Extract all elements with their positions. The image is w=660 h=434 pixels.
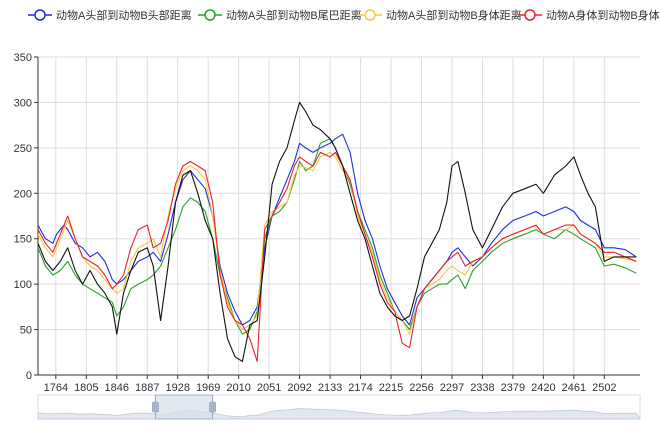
x-tick-label: 2420	[531, 382, 555, 394]
x-tick-label: 2092	[287, 382, 311, 394]
legend[interactable]: 动物A头部到动物B头部距离 动物A头部到动物B尾巴距离 动物A头部到动物B身体距离 动…	[28, 8, 660, 22]
y-tick-label: 0	[26, 370, 32, 382]
x-tick-label: 2051	[257, 382, 281, 394]
legend-item-2[interactable]: 动物A头部到动物B身体距离	[358, 8, 522, 22]
x-tick-label: 2502	[592, 382, 616, 394]
x-tick-label: 1969	[196, 382, 220, 394]
legend-marker-icon	[524, 9, 536, 21]
grid-lines	[38, 56, 640, 376]
x-tick-label: 2215	[379, 382, 403, 394]
y-tick-label: 100	[14, 279, 32, 291]
x-tick-label: 2461	[562, 382, 586, 394]
legend-label: 动物A头部到动物B身体距离	[386, 8, 522, 22]
y-axis: 0 50 100 150 200 250 300 350	[14, 52, 39, 382]
legend-item-0[interactable]: 动物A头部到动物B头部距离	[28, 8, 192, 22]
x-tick-label: 2256	[409, 382, 433, 394]
series-line-2	[38, 151, 637, 335]
y-tick-label: 300	[14, 97, 32, 109]
data-zoom-slider[interactable]	[37, 394, 641, 420]
series-line-4	[38, 101, 637, 362]
zoom-handle-right[interactable]	[209, 395, 216, 419]
legend-marker-icon	[204, 9, 216, 21]
x-tick-label: 2010	[226, 382, 250, 394]
x-tick-label: 1805	[74, 382, 98, 394]
plot-area	[38, 101, 637, 362]
y-tick-label: 350	[14, 52, 32, 64]
legend-label: 动物A头部到动物B尾巴距离	[226, 8, 362, 22]
y-tick-label: 250	[14, 143, 32, 155]
x-tick-label: 2174	[348, 382, 372, 394]
zoom-handle-left[interactable]	[152, 395, 159, 419]
x-tick-label: 2338	[470, 382, 494, 394]
zoom-window[interactable]	[154, 394, 213, 420]
legend-marker-icon	[34, 9, 46, 21]
x-tick-label: 1887	[135, 382, 159, 394]
y-tick-label: 50	[20, 325, 32, 337]
series-line-1	[38, 138, 637, 335]
legend-label: 动物A身体到动物B身体距离	[546, 8, 660, 22]
legend-marker-icon	[364, 9, 376, 21]
drag-handle-icon[interactable]	[152, 401, 159, 413]
x-tick-label: 1928	[165, 382, 189, 394]
legend-item-1[interactable]: 动物A头部到动物B尾巴距离	[198, 8, 362, 22]
legend-label: 动物A头部到动物B头部距离	[56, 8, 192, 22]
x-tick-label: 1764	[44, 382, 68, 394]
x-tick-label: 2297	[440, 382, 464, 394]
y-tick-label: 150	[14, 234, 32, 246]
drag-handle-icon[interactable]	[209, 401, 216, 413]
series-line-3	[38, 151, 637, 362]
y-tick-label: 200	[14, 188, 32, 200]
x-tick-label: 1846	[105, 382, 129, 394]
x-axis: 1764 1805 1846 1887 1928 1969 2010 2051 2092 2133…	[38, 374, 640, 394]
legend-item-3[interactable]: 动物A身体到动物B身体距离	[518, 8, 660, 22]
x-tick-label: 2133	[318, 382, 342, 394]
x-tick-label: 2379	[501, 382, 525, 394]
